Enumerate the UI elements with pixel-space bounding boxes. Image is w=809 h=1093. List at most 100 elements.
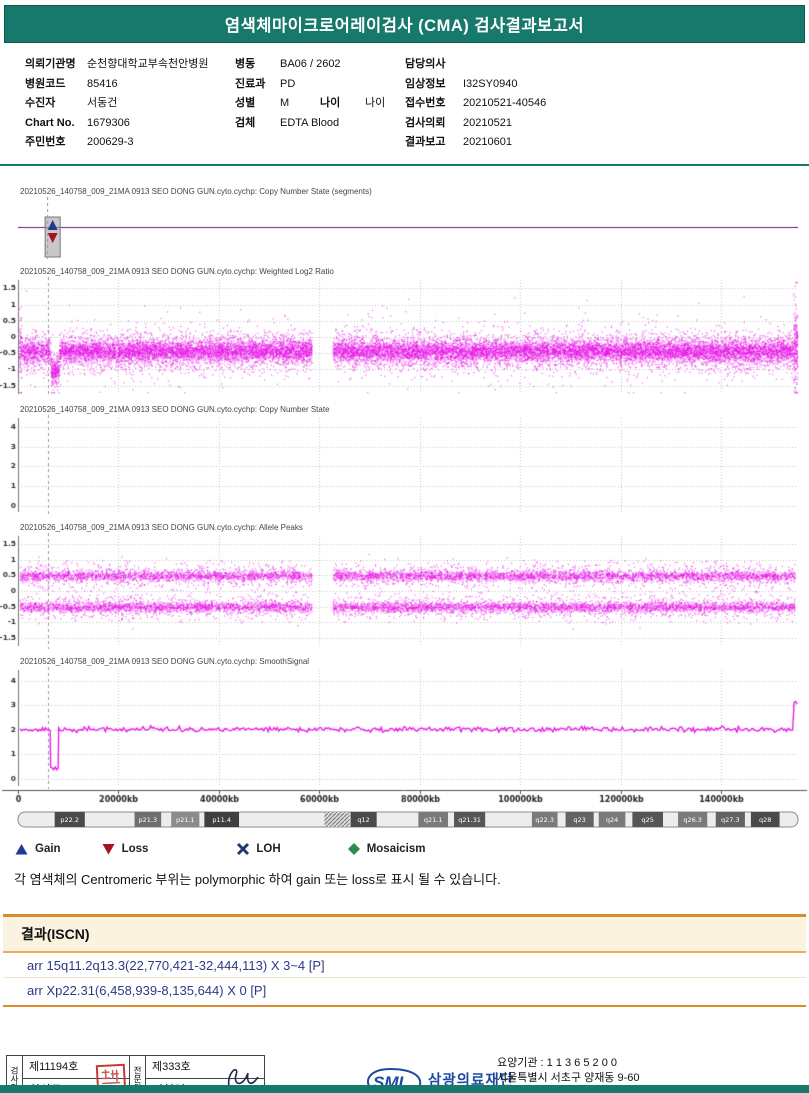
band-label: p21.3 bbox=[139, 816, 158, 824]
legend-gain: Gain bbox=[14, 842, 61, 856]
track-title: 20210526_140758_009_21MA 0913 SEO DONG G… bbox=[20, 186, 372, 196]
field-value: 20210521 bbox=[463, 116, 512, 129]
band-label: q24 bbox=[606, 816, 618, 824]
field-value: 85416 bbox=[87, 77, 118, 90]
loh-icon bbox=[237, 842, 250, 855]
band-p21.3 bbox=[134, 811, 162, 827]
band-q28 bbox=[750, 811, 780, 827]
field-chart-no: Chart No. 1679306 bbox=[25, 114, 235, 134]
track-title: 20210526_140758_009_21MA 0913 SEO DONG G… bbox=[20, 522, 303, 532]
band-p21.1 bbox=[171, 811, 200, 827]
field-label: 주민번호 bbox=[25, 136, 66, 148]
cma-plots: 20210526_140758_009_21MA 0913 SEO DONG G… bbox=[0, 186, 809, 856]
field-resident-no: 주민번호 200629-3 bbox=[25, 133, 235, 153]
legend-label: LOH bbox=[256, 842, 281, 855]
report-title-banner: 염색체마이크로어레이검사 (CMA) 검사결과보고서 bbox=[4, 5, 805, 43]
specialist-signature bbox=[227, 1068, 259, 1091]
band-label: p21.1 bbox=[176, 816, 195, 824]
plot-legend: Gain Loss LOH Mosaicism bbox=[0, 842, 809, 856]
band-p11.4 bbox=[204, 811, 240, 827]
field-value: 1679306 bbox=[87, 116, 130, 129]
band-q26.3 bbox=[678, 811, 708, 827]
band-q23 bbox=[565, 811, 594, 827]
field-value: BA06 / 2602 bbox=[280, 58, 341, 70]
field-org: 의뢰기관명 순천향대학교부속천안병원 bbox=[25, 55, 235, 75]
band-q22.3 bbox=[531, 811, 558, 827]
field-value: 서동건 bbox=[87, 97, 118, 109]
band-q27.3 bbox=[715, 811, 745, 827]
result-iscn-line: arr 15q11.2q13.3(22,770,421-32,444,113) … bbox=[27, 957, 325, 973]
band-q12 bbox=[350, 811, 377, 827]
mosaicism-icon bbox=[347, 842, 360, 855]
band-label: q21.1 bbox=[424, 816, 443, 824]
weighted-log2-ratio-plot bbox=[0, 276, 809, 397]
smooth-signal-plot bbox=[0, 666, 809, 789]
field-value: PD bbox=[280, 77, 296, 90]
track-title: 20210526_140758_009_21MA 0913 SEO DONG G… bbox=[20, 656, 310, 666]
band-label: q23 bbox=[573, 816, 585, 824]
band-p22.2 bbox=[54, 811, 85, 827]
info-row: Chart No. 1679306 검체 EDTA Blood 검사의뢰 202105… bbox=[25, 114, 809, 134]
field-label: 병동 bbox=[235, 58, 256, 70]
field-label: 임상정보 bbox=[405, 77, 446, 90]
band-label: q28 bbox=[759, 816, 771, 824]
band-q24 bbox=[598, 811, 626, 827]
band-q25 bbox=[632, 811, 664, 827]
header-divider bbox=[0, 163, 809, 166]
field-label: Chart No. bbox=[25, 116, 75, 129]
field-recv-no: 접수번호 20210521-40546 bbox=[405, 94, 809, 114]
band-label: q21.31 bbox=[458, 816, 481, 824]
band-q21.1 bbox=[418, 811, 449, 827]
track-allele-peaks: 20210526_140758_009_21MA 0913 SEO DONG G… bbox=[0, 522, 809, 649]
field-value: 200629-3 bbox=[87, 136, 134, 148]
patient-info: 의뢰기관명 순천향대학교부속천안병원 병동 BA06 / 2602 담당의사 병원코… bbox=[0, 43, 809, 160]
field-label: 결과보고 bbox=[405, 136, 446, 148]
examiner-role-label: 검사자 bbox=[7, 1055, 23, 1093]
field-label: 검사의뢰 bbox=[405, 116, 446, 129]
legend-label: Loss bbox=[121, 842, 149, 855]
band-label: q25 bbox=[641, 816, 653, 824]
info-row: 수진자 서동건 성별 M 나이 나이 접수번호 20210521-40546 bbox=[25, 94, 809, 114]
field-label: 의뢰기관명 bbox=[25, 58, 76, 70]
bottom-bar bbox=[0, 1085, 809, 1093]
field-ward: 병동 BA06 / 2602 bbox=[235, 55, 405, 75]
centromere-band bbox=[324, 811, 350, 827]
field-doctor: 담당의사 bbox=[405, 55, 809, 75]
track-segments: 20210526_140758_009_21MA 0913 SEO DONG G… bbox=[0, 186, 809, 259]
field-request-date: 검사의뢰 20210521 bbox=[405, 114, 809, 134]
chromosome-ideogram: p22.2 p21.3 p21.1 p11.4 q12 q21.1 q21.31 q22.3 q… bbox=[17, 811, 799, 827]
copy-number-segments-track bbox=[18, 196, 798, 259]
legend-label: Mosaicism bbox=[366, 842, 426, 855]
field-label: 담당의사 bbox=[405, 58, 446, 70]
specialist-license: 제333호 bbox=[146, 1056, 264, 1079]
gain-marker-icon bbox=[47, 219, 58, 230]
copy-number-state-plot bbox=[0, 414, 809, 515]
legend-mosaicism: Mosaicism bbox=[347, 842, 426, 856]
field-value: 나이 bbox=[365, 97, 386, 109]
field-value: 20210521-40546 bbox=[463, 97, 547, 109]
band-label: p11.4 bbox=[212, 816, 231, 824]
track-smooth-signal: 20210526_140758_009_21MA 0913 SEO DONG G… bbox=[0, 656, 809, 789]
info-row: 병원코드 85416 진료과 PD 임상정보 I32SY0940 bbox=[25, 75, 809, 95]
genomic-position-axis bbox=[0, 788, 809, 809]
field-label: 진료과 bbox=[235, 77, 266, 90]
centromere-note: 각 염색체의 Centromeric 부위는 polymorphic 하여 ga… bbox=[14, 871, 501, 887]
legend-label: Gain bbox=[35, 842, 61, 855]
result-iscn-line: arr Xp22.31(6,458,939-8,135,644) X 0 [P] bbox=[3, 976, 806, 1005]
results-title: 결과(ISCN) bbox=[3, 916, 806, 953]
field-label: 수진자 bbox=[25, 97, 56, 109]
loss-icon bbox=[102, 843, 115, 854]
track-title: 20210526_140758_009_21MA 0913 SEO DONG G… bbox=[20, 266, 334, 276]
field-value: I32SY0940 bbox=[463, 77, 518, 90]
field-report-date: 결과보고 20210601 bbox=[405, 133, 809, 153]
legend-loh: LOH bbox=[236, 842, 281, 856]
field-label: 병원코드 bbox=[25, 77, 66, 90]
info-row: 의뢰기관명 순천향대학교부속천안병원 병동 BA06 / 2602 담당의사 bbox=[25, 55, 809, 75]
field-label: 성별 bbox=[235, 97, 256, 109]
field-specimen: 검체 EDTA Blood bbox=[235, 114, 405, 134]
page-title: 염색체마이크로어레이검사 (CMA) 검사결과보고서 bbox=[224, 17, 585, 35]
examiner-license: 제11194호 bbox=[23, 1056, 129, 1079]
track-copy-number-state: 20210526_140758_009_21MA 0913 SEO DONG G… bbox=[0, 404, 809, 515]
field-label: 접수번호 bbox=[405, 97, 446, 109]
